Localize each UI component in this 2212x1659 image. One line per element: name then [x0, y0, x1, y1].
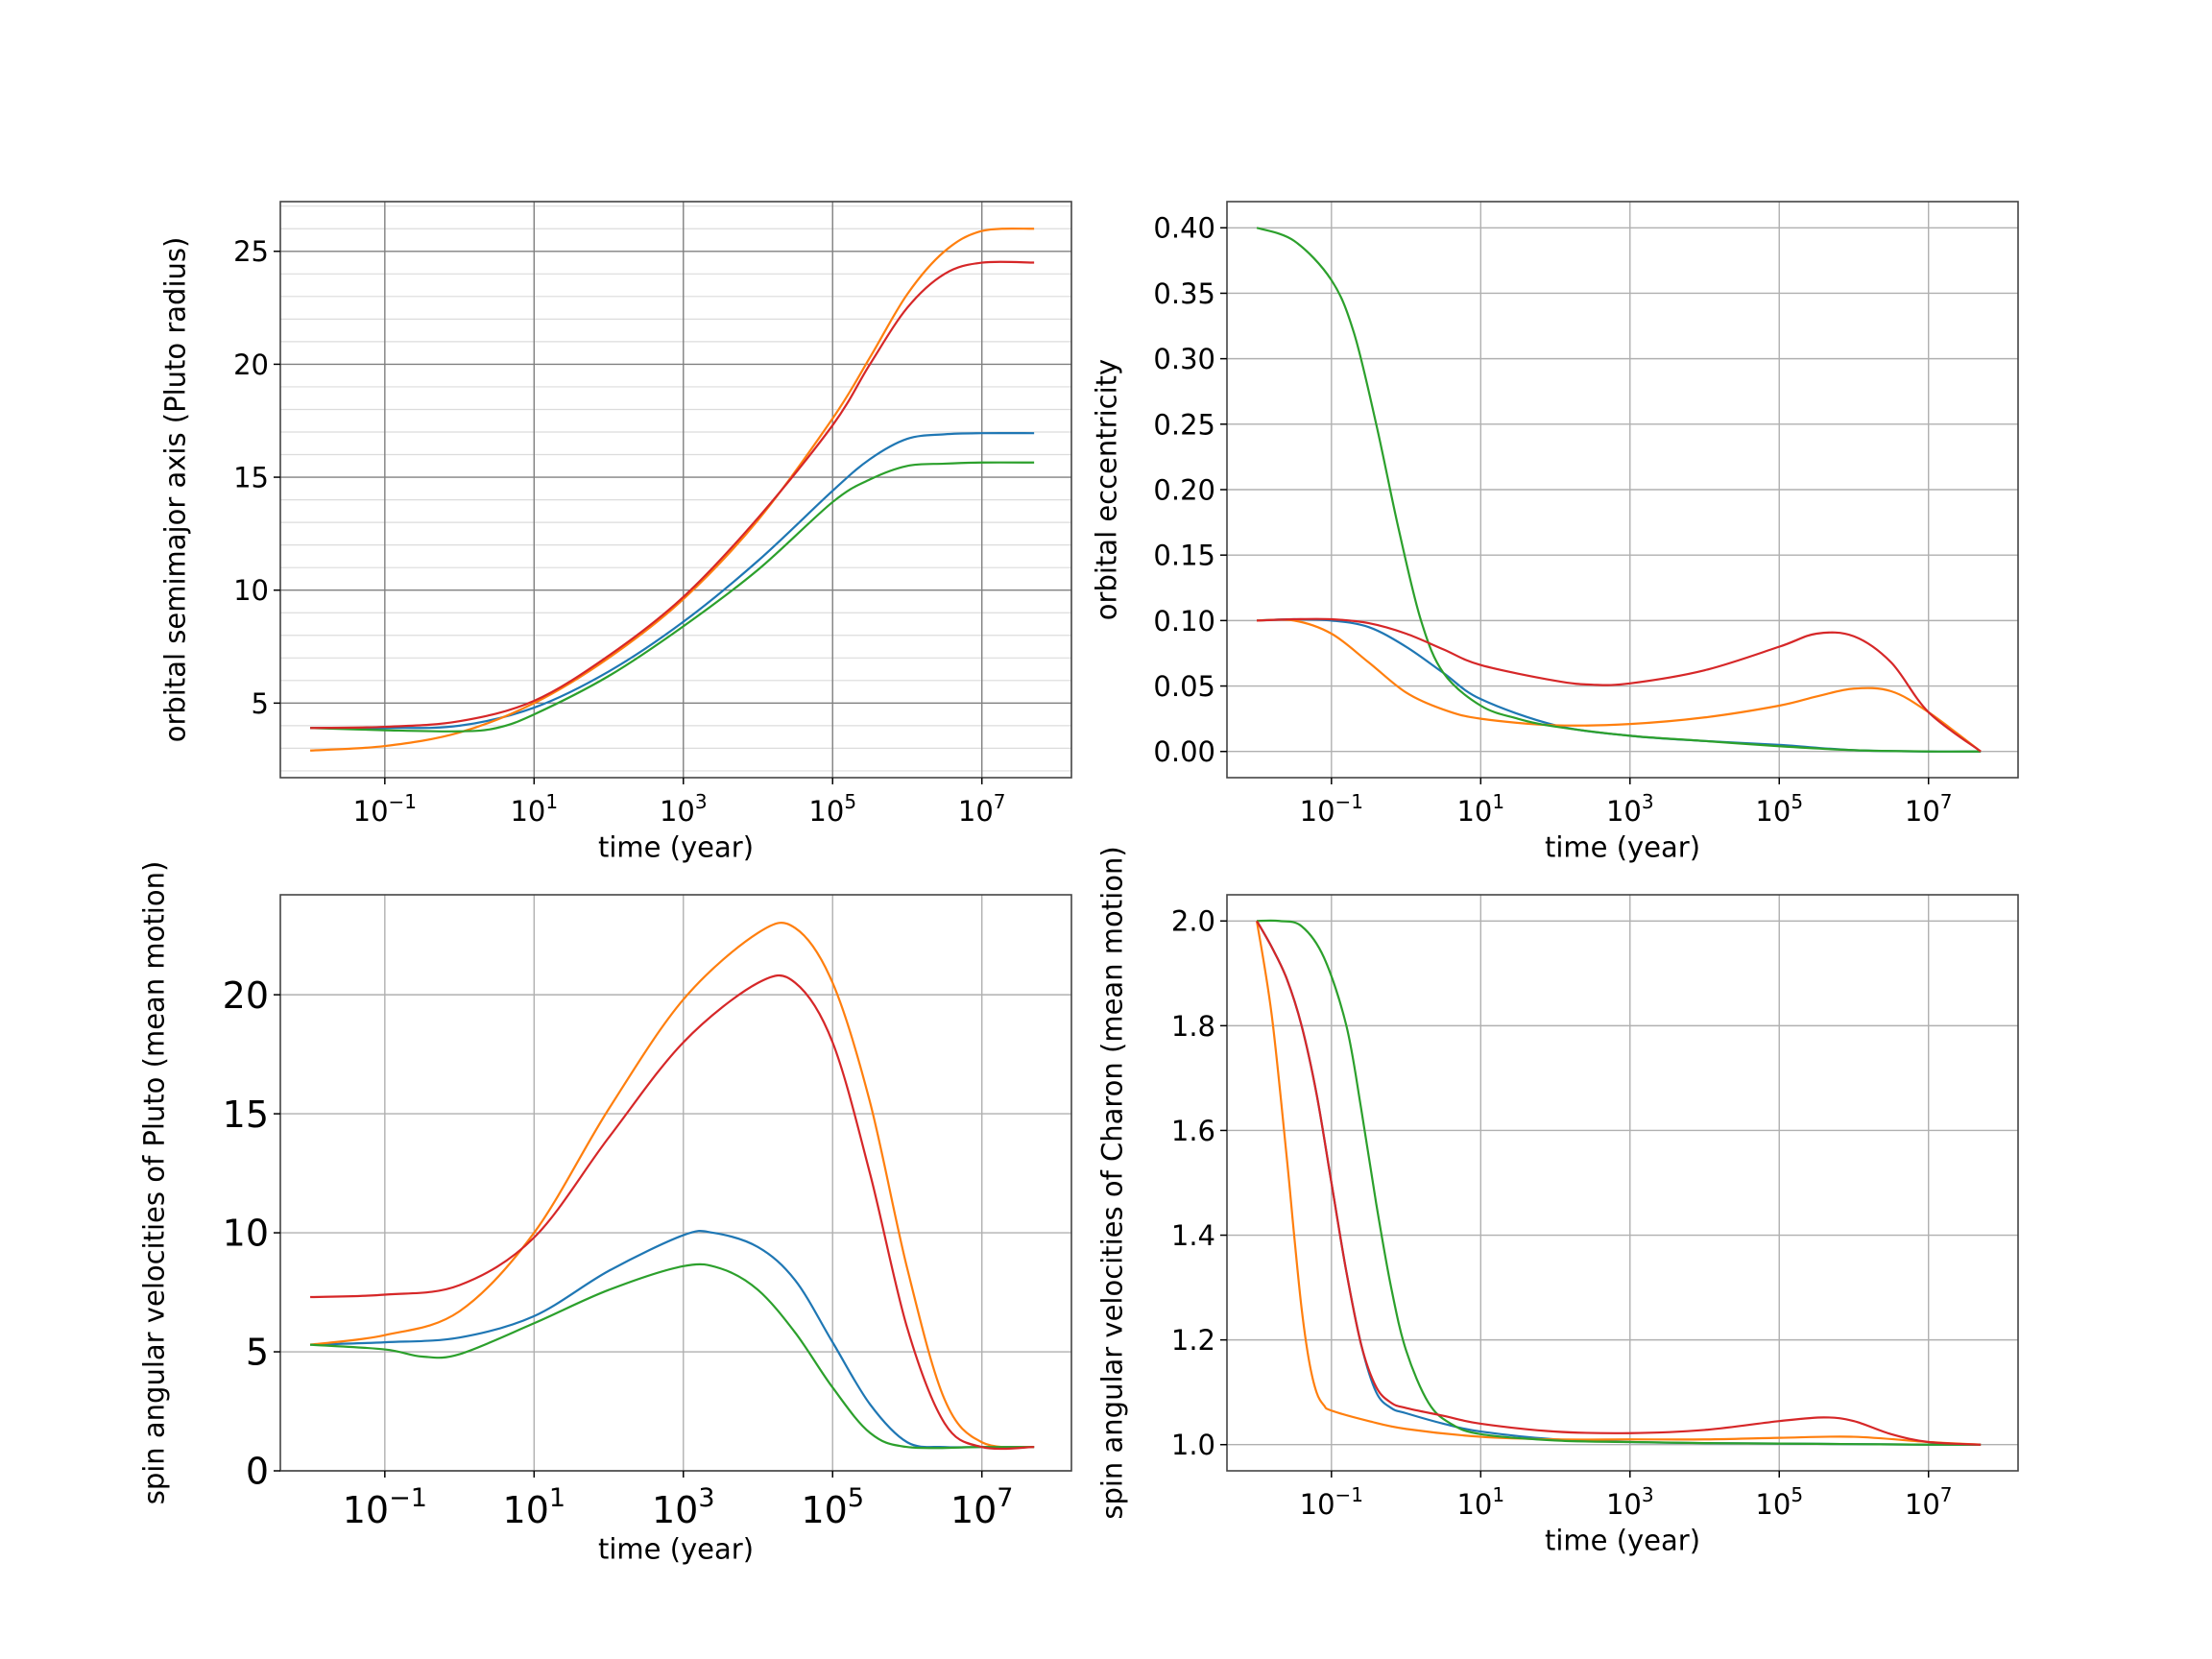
x-tick-label: 10−1 [343, 1483, 427, 1531]
x-axis-label: time (year) [598, 830, 754, 863]
axes-frame [1226, 894, 2019, 1472]
x-tick-label: 101 [503, 1483, 566, 1531]
chart-semimajor: 10−1 101 103 105 107 5 10 15 20 25 time (year) orbi… [158, 201, 1072, 863]
x-tick-label: 101 [1456, 1483, 1504, 1521]
x-tick-label: 107 [958, 790, 1006, 828]
y-tick-label: 25 [233, 235, 269, 268]
y-axis-label: orbital semimajor axis (Pluto radius) [158, 237, 191, 743]
y-tick-label: 10 [223, 1213, 269, 1255]
series-line-orange [1257, 618, 1982, 753]
x-tick-label: 101 [1456, 790, 1504, 828]
x-tick-label: 101 [510, 790, 558, 828]
series-line-red [310, 974, 1035, 1451]
x-axis-label: time (year) [1545, 1524, 1700, 1556]
series-line-orange [1256, 921, 1982, 1446]
y-axis-label: spin angular velocities of Pluto (mean m… [138, 861, 171, 1505]
x-tick-label: 105 [801, 1483, 864, 1531]
series-line-green [310, 1262, 1035, 1450]
y-tick-label: 15 [233, 461, 269, 493]
chart-charon_spin: 10−1 101 103 105 107 1.0 1.2 1.4 1.6 1.8 2.0 time (… [1095, 846, 2019, 1556]
y-tick-label: 1.8 [1171, 1010, 1215, 1043]
x-axis-label: time (year) [598, 1532, 754, 1565]
series-line-blue [310, 431, 1035, 730]
y-tick-label: 2.0 [1171, 905, 1215, 938]
y-tick-label: 5 [252, 687, 269, 720]
chart-pluto_spin: 10−1 101 103 105 107 0 5 10 15 20 time (year) spin … [138, 861, 1072, 1565]
y-axis-label: orbital eccentricity [1090, 359, 1122, 620]
axes-frame [279, 894, 1072, 1472]
series-line-green [310, 461, 1035, 733]
x-tick-label: 107 [1905, 790, 1953, 828]
x-tick-label: 107 [950, 1483, 1014, 1531]
x-tick-label: 103 [1606, 790, 1654, 828]
x-tick-label: 105 [1755, 1483, 1803, 1521]
y-tick-label: 20 [223, 974, 269, 1017]
series-line-red [1257, 617, 1982, 753]
y-tick-label: 5 [246, 1332, 269, 1374]
y-tick-label: 0.10 [1153, 605, 1215, 637]
y-tick-label: 15 [223, 1094, 269, 1136]
series-line-red [310, 260, 1035, 730]
y-tick-label: 0.25 [1153, 408, 1215, 441]
y-tick-label: 0.15 [1153, 540, 1215, 572]
y-tick-label: 0.35 [1153, 277, 1215, 310]
x-tick-label: 103 [652, 1483, 715, 1531]
x-tick-label: 105 [808, 790, 856, 828]
chart-eccentricity: 10−1 101 103 105 107 0.00 0.05 0.10 0.15 0.20 0.25… [1090, 201, 2019, 863]
x-tick-label: 107 [1905, 1483, 1953, 1521]
y-tick-label: 0.00 [1153, 735, 1215, 768]
series-line-red [1256, 920, 1982, 1446]
series-line-green [1256, 227, 1982, 753]
axes-frame [279, 201, 1072, 779]
y-tick-label: 10 [233, 574, 269, 607]
series-line-green [1257, 919, 1982, 1446]
y-axis-label: spin angular velocities of Charon (mean … [1095, 846, 1128, 1519]
y-tick-label: 0 [246, 1451, 269, 1493]
x-axis-label: time (year) [1545, 830, 1700, 863]
series-line-orange [310, 227, 1035, 752]
y-tick-label: 1.4 [1171, 1219, 1215, 1252]
x-tick-label: 10−1 [1300, 790, 1363, 828]
x-tick-label: 105 [1755, 790, 1803, 828]
x-tick-label: 10−1 [1300, 1483, 1363, 1521]
x-tick-label: 103 [660, 790, 708, 828]
series-line-orange [309, 922, 1035, 1449]
y-tick-label: 1.2 [1171, 1324, 1215, 1357]
y-tick-label: 0.40 [1153, 212, 1215, 245]
y-tick-label: 1.6 [1171, 1115, 1215, 1147]
y-tick-label: 20 [233, 349, 269, 381]
x-tick-label: 103 [1606, 1483, 1654, 1521]
y-tick-label: 0.30 [1153, 343, 1215, 375]
y-tick-label: 1.0 [1171, 1429, 1215, 1461]
y-tick-label: 0.05 [1153, 670, 1215, 703]
x-tick-label: 10−1 [353, 790, 417, 828]
y-tick-label: 0.20 [1153, 473, 1215, 506]
